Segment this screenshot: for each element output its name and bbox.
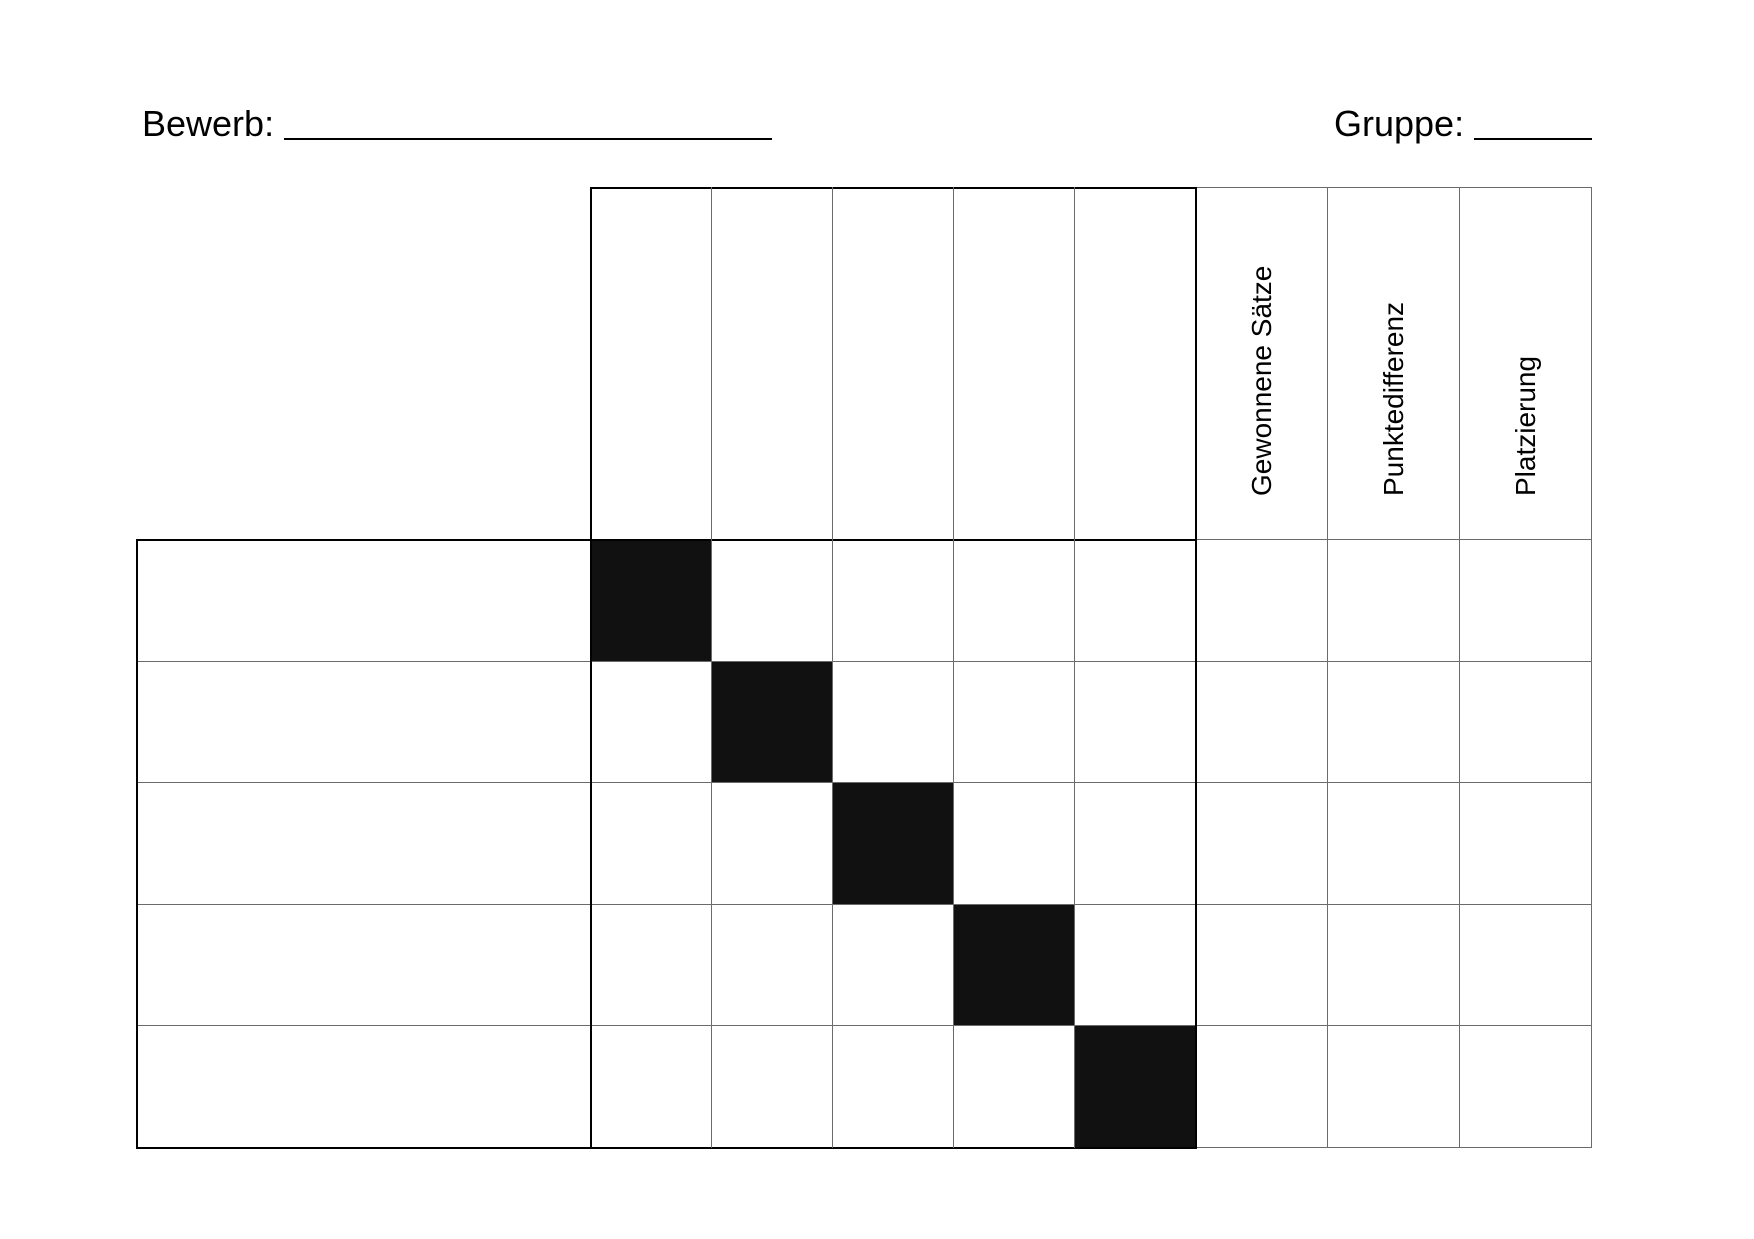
summary-cell[interactable] — [1195, 782, 1327, 904]
player-name-cell[interactable] — [136, 661, 590, 783]
column-separator — [953, 187, 954, 1148]
match-result-cell[interactable] — [590, 1025, 711, 1147]
event-field[interactable]: Bewerb: — [142, 100, 773, 148]
body-bottom-border — [136, 1147, 1195, 1149]
player-name-cell[interactable] — [136, 904, 590, 1026]
summary-cell[interactable] — [1327, 661, 1459, 783]
match-result-cell[interactable] — [832, 1025, 953, 1147]
summary-cell[interactable] — [1195, 539, 1327, 661]
row-separator — [136, 660, 1591, 662]
result-header-won-sets: Gewonnene Sätze — [1202, 228, 1322, 528]
column-separator — [711, 187, 712, 1148]
match-result-cell[interactable] — [953, 1025, 1074, 1147]
match-result-cell[interactable] — [832, 904, 953, 1026]
player-name-cell[interactable] — [136, 782, 590, 904]
body-top-border — [136, 539, 1195, 541]
result-header-point-difference: Punktedifferenz — [1334, 228, 1454, 528]
group-field[interactable]: Gruppe: — [1334, 100, 1593, 148]
summary-cell[interactable] — [1327, 904, 1459, 1026]
match-result-cell[interactable] — [711, 1025, 832, 1147]
row-separator — [136, 782, 1591, 784]
placement-label: Platzierung — [1510, 355, 1541, 496]
match-result-cell[interactable] — [832, 539, 953, 661]
summary-cell[interactable] — [1327, 1025, 1459, 1147]
match-result-cell[interactable] — [1074, 904, 1195, 1026]
player-name-cell[interactable] — [136, 1025, 590, 1147]
summary-cell[interactable] — [1327, 782, 1459, 904]
match-result-cell[interactable] — [1074, 539, 1195, 661]
summary-cell[interactable] — [1195, 661, 1327, 783]
row-separator — [136, 903, 1591, 905]
player-name-cell[interactable] — [136, 539, 590, 661]
summary-cell[interactable] — [1195, 1025, 1327, 1147]
result-header-placement: Platzierung — [1466, 228, 1586, 528]
match-result-cell[interactable] — [953, 782, 1074, 904]
match-result-cell[interactable] — [590, 782, 711, 904]
group-label: Gruppe: — [1334, 103, 1465, 144]
results-bottom-border — [1195, 1147, 1591, 1148]
summary-cell[interactable] — [1327, 539, 1459, 661]
blocked-cell — [953, 903, 1074, 1026]
event-label: Bewerb: — [142, 103, 275, 144]
summary-cell[interactable] — [1459, 661, 1591, 783]
blocked-cell — [1074, 1025, 1195, 1147]
match-result-cell[interactable] — [711, 782, 832, 904]
blocked-cell — [711, 660, 832, 783]
results-header-top-border — [1195, 187, 1591, 188]
blocked-cell — [590, 539, 711, 661]
result-column-separator — [1459, 187, 1460, 1148]
match-result-cell[interactable] — [711, 539, 832, 661]
match-result-cell[interactable] — [590, 661, 711, 783]
event-blank-line[interactable] — [284, 102, 773, 140]
results-body-top-border — [1195, 539, 1591, 540]
won-sets-label: Gewonnene Sätze — [1246, 265, 1277, 496]
result-column-separator — [1327, 187, 1328, 1148]
name-column-left-border — [136, 539, 138, 1149]
match-result-cell[interactable] — [953, 661, 1074, 783]
summary-cell[interactable] — [1195, 904, 1327, 1026]
column-separator — [832, 187, 833, 1148]
row-separator — [136, 1025, 1591, 1027]
match-result-cell[interactable] — [953, 539, 1074, 661]
result-column-separator — [1591, 187, 1592, 1148]
match-result-cell[interactable] — [1074, 661, 1195, 783]
match-result-cell[interactable] — [1074, 782, 1195, 904]
match-result-cell[interactable] — [711, 904, 832, 1026]
blocked-cell — [832, 782, 953, 904]
summary-cell[interactable] — [1459, 904, 1591, 1026]
match-result-cell[interactable] — [590, 904, 711, 1026]
opponent-block-right-border — [1195, 187, 1197, 1149]
summary-cell[interactable] — [1459, 782, 1591, 904]
match-result-cell[interactable] — [832, 661, 953, 783]
column-separator — [1074, 187, 1075, 1148]
summary-cell[interactable] — [1459, 1025, 1591, 1147]
point-difference-label: Punktedifferenz — [1378, 301, 1409, 496]
opponent-block-left-border — [590, 187, 592, 1149]
group-blank-line[interactable] — [1474, 102, 1593, 140]
header-top-border — [590, 187, 1195, 189]
summary-cell[interactable] — [1459, 539, 1591, 661]
